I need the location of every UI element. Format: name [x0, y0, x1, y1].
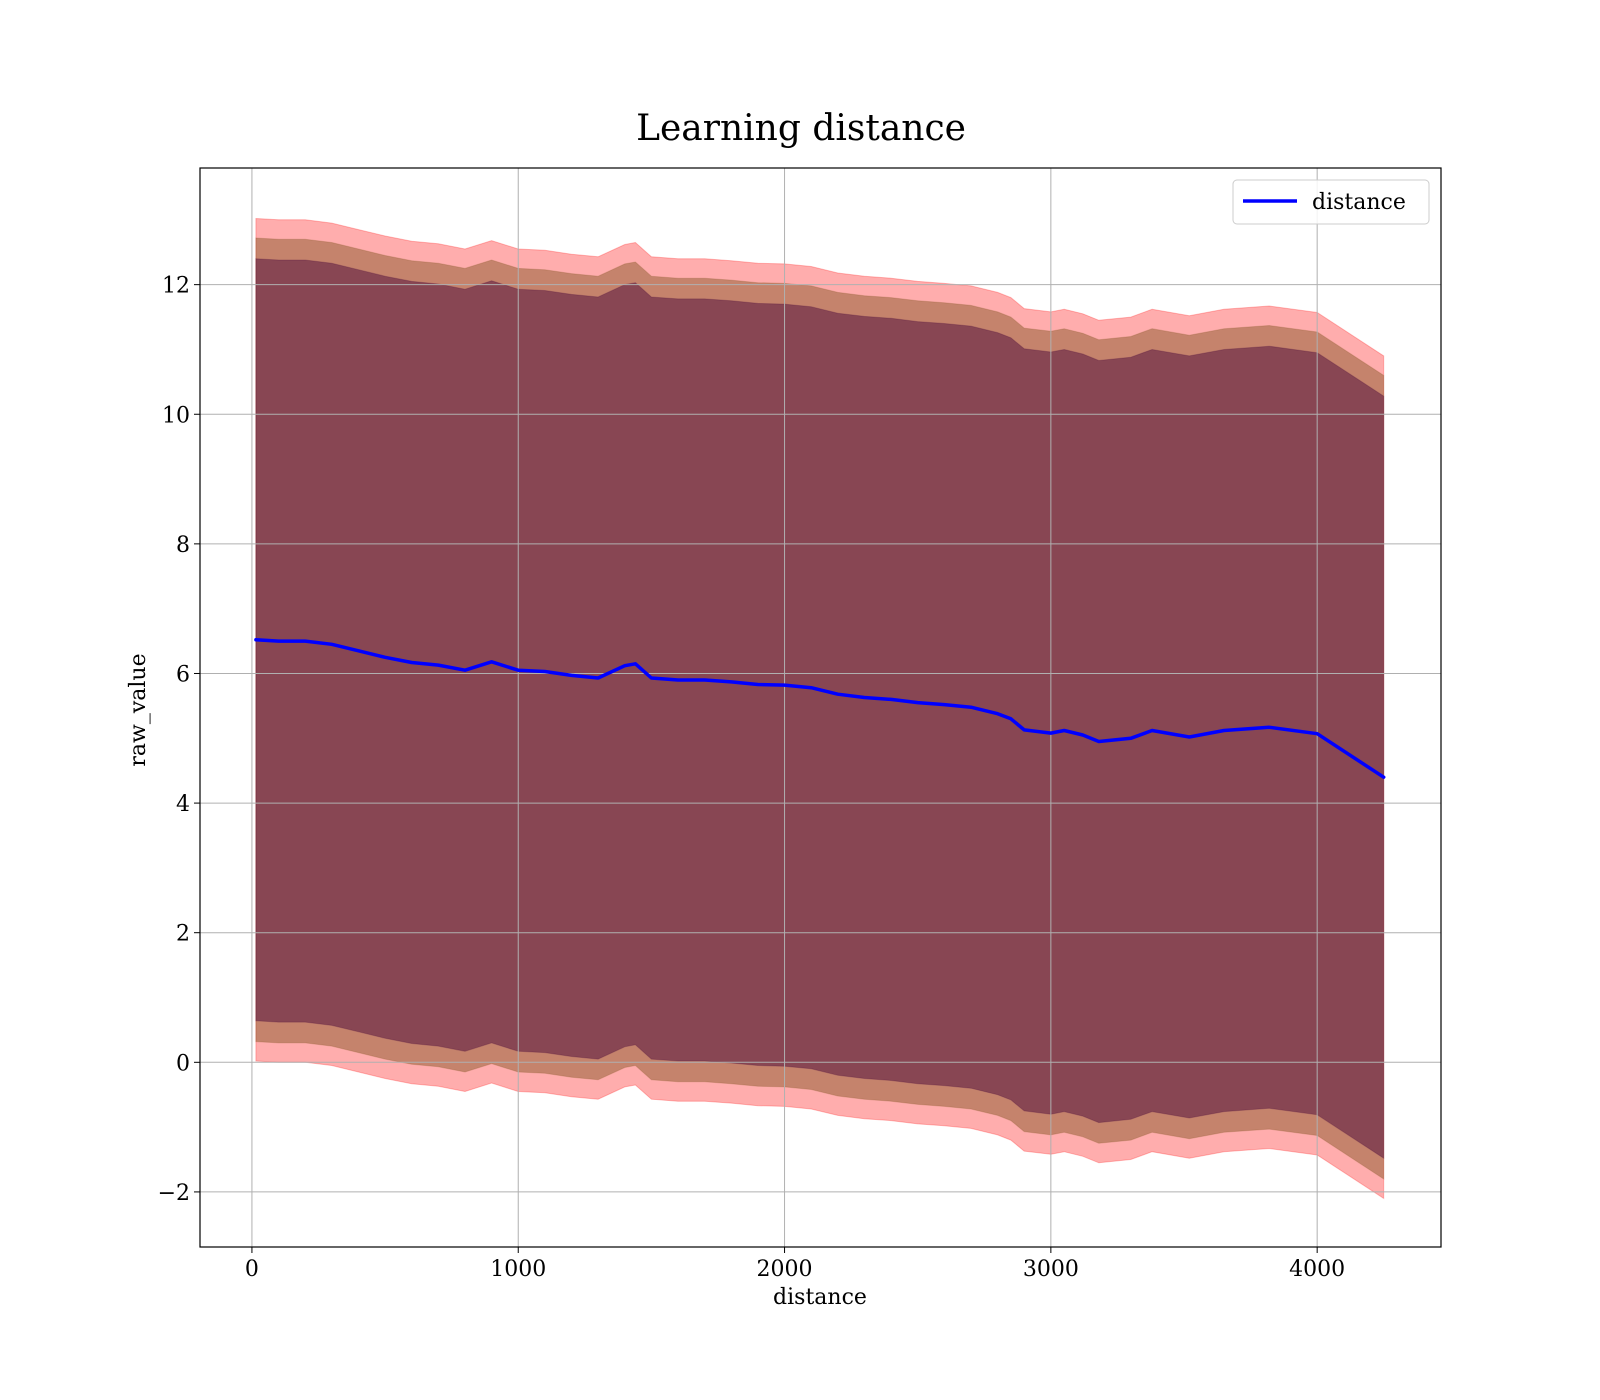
- legend-box: [1232, 179, 1430, 225]
- x-tick-label-1: 1000: [490, 1257, 546, 1282]
- y-axis-label: raw_value: [126, 653, 151, 766]
- series-line-distance: [254, 638, 1386, 779]
- x-tick-label-2: 2000: [757, 1257, 813, 1282]
- x-tick-label-3: 3000: [1023, 1257, 1079, 1282]
- axes-frame: [199, 167, 1442, 1248]
- y-tick-label-1: 0: [176, 1051, 190, 1076]
- legend-label-distance: distance: [1312, 190, 1406, 215]
- x-axis-label: distance: [773, 1285, 867, 1310]
- band-inner: [255, 258, 1385, 1160]
- y-tick-label-2: 2: [176, 922, 190, 947]
- plot-area: 0 1000 2000 3000 4000 −2 0 2 4 6 8 10 12: [158, 167, 1442, 1282]
- chart-title: Learning distance: [636, 108, 966, 149]
- y-tick-label-6: 10: [162, 403, 190, 428]
- x-tick-label-4: 4000: [1289, 1257, 1345, 1282]
- y-tick-label-3: 4: [176, 792, 190, 817]
- legend: distance: [1232, 179, 1430, 225]
- plot-data-layer: [200, 168, 1441, 1247]
- y-tick-label-4: 6: [176, 662, 190, 687]
- y-tick-label-0: −2: [158, 1181, 190, 1206]
- y-tick-label-5: 8: [176, 533, 190, 558]
- y-tick-label-7: 12: [162, 274, 190, 299]
- x-tick-label-0: 0: [245, 1257, 259, 1282]
